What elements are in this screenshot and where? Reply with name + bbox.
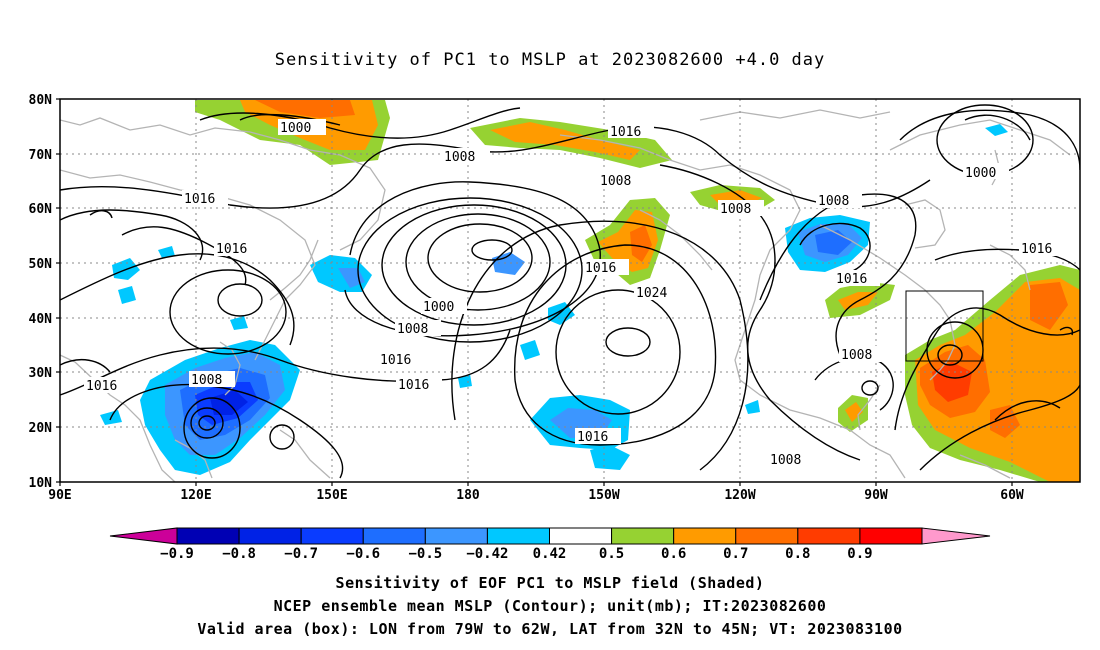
lat-label: 20N [29,421,53,436]
colorbar-cell [176,527,240,545]
colorbar-tick-label: −0.5 [408,546,442,562]
valid-area-box [905,290,984,362]
map-frame [59,98,1081,483]
plot-title: Sensitivity of PC1 to MSLP at 2023082600… [274,50,826,70]
lat-label: 70N [29,148,53,163]
lon-label: 150E [316,488,347,503]
contour-label: 1008 [191,373,222,388]
lat-label: 10N [29,476,53,491]
colorbar: −0.9 −0.8 −0.7 −0.6 −0.5 −0.42 0.42 0.5 0.6 0.7 0.… [109,527,991,562]
colorbar-cell [362,527,426,545]
axis-ticks [56,98,1013,486]
lon-label: 180 [456,488,480,503]
caption-contour: NCEP ensemble mean MSLP (Contour); unit(… [273,597,827,615]
lat-label: 50N [29,257,53,272]
colorbar-tick-label: 0.7 [723,546,748,562]
colorbar-left-arrow [109,527,178,545]
contour-label: 1000 [965,166,996,181]
lat-label: 80N [29,93,53,108]
colorbar-tick-label: −0.42 [466,546,508,562]
caption-shading: Sensitivity of EOF PC1 to MSLP field (Sh… [335,574,765,592]
lat-label: 60N [29,202,53,217]
contour-label: 1016 [380,353,411,368]
colorbar-cell [486,527,550,545]
contour-label: 1008 [444,150,475,165]
contour-label: 1008 [600,174,631,189]
colorbar-tick-label: −0.9 [160,546,194,562]
colorbar-cell [611,527,675,545]
colorbar-cell [673,527,737,545]
longitude-labels: 90E 120E 150E 180 150W 120W 90W 60W [48,488,1024,503]
contour-label: 1016 [398,378,429,393]
contour-label: 1016 [1021,242,1052,257]
colorbar-tick-label: −0.7 [284,546,318,562]
lon-label: 120E [180,488,211,503]
lon-label: 90W [864,488,888,503]
mslp-contours [60,104,1080,479]
contour-label: 1000 [280,121,311,136]
latitude-labels: 80N 70N 60N 50N 40N 30N 20N 10N [29,93,53,491]
colorbar-tick-label: 0.6 [661,546,686,562]
contour-label: 1016 [585,261,616,276]
lon-label: 120W [724,488,755,503]
colorbar-cell [859,527,923,545]
lat-label: 30N [29,366,53,381]
lon-label: 150W [588,488,619,503]
contour-label: 1016 [86,379,117,394]
contour-label: 1008 [841,348,872,363]
colorbar-tick-label: 0.9 [847,546,872,562]
colorbar-tick-label: −0.8 [222,546,256,562]
caption-valid-area: Valid area (box): LON from 79W to 62W, L… [197,620,903,638]
lon-label: 90E [48,488,71,503]
contour-label: 1016 [610,125,641,140]
contour-label: 1008 [818,194,849,209]
colorbar-cell [797,527,861,545]
contour-label: 1024 [636,286,667,301]
colorbar-tick-label: 0.42 [533,546,567,562]
colorbar-tick-label: 0.8 [785,546,810,562]
contour-label: 1000 [423,300,454,315]
lat-label: 40N [29,312,53,327]
contour-label: 1016 [577,430,608,445]
colorbar-tick-label: −0.6 [346,546,380,562]
colorbar-cell [300,527,364,545]
lon-label: 60W [1000,488,1024,503]
contour-labels: 1000 1008 1016 1008 1016 1016 1000 1008 … [84,119,1065,468]
colorbar-right-arrow [921,527,991,545]
colorbar-cell [238,527,302,545]
contour-label: 1008 [397,322,428,337]
colorbar-cell [735,527,799,545]
contour-label: 1016 [836,272,867,287]
contour-label: 1008 [720,202,751,217]
contour-label: 1016 [184,192,215,207]
contour-label: 1008 [770,453,801,468]
contour-label: 1016 [216,242,247,257]
colorbar-tick-label: 0.5 [599,546,624,562]
colorbar-cell [549,527,613,545]
colorbar-cell [424,527,488,545]
